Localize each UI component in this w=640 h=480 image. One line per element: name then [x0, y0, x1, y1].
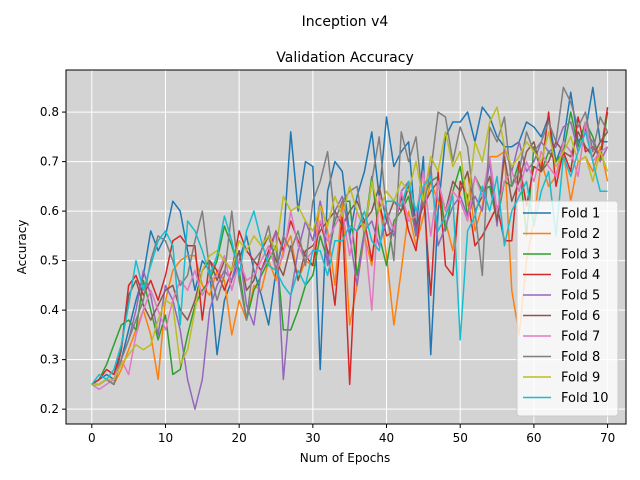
legend-label: Fold 3: [561, 248, 600, 263]
x-axis-ticks: 0 10 20 30 40 50 60 70: [88, 424, 615, 445]
y-tick-label: 0.5: [40, 254, 59, 268]
legend-label: Fold 8: [561, 350, 600, 365]
x-tick-label: 70: [600, 431, 615, 445]
x-tick-label: 50: [453, 431, 468, 445]
y-tick-label: 0.6: [40, 204, 59, 218]
x-axis-label: Num of Epochs: [300, 451, 390, 465]
series-line-fold-3: [91, 111, 609, 386]
chart-title: Validation Accuracy: [276, 50, 414, 66]
series-line-fold-7: [91, 121, 608, 391]
y-tick-label: 0.7: [40, 155, 59, 169]
series-line-fold-10: [91, 131, 608, 385]
x-tick-label: 10: [158, 431, 173, 445]
series-line-fold-4: [91, 107, 609, 386]
legend-label: Fold 7: [561, 330, 600, 345]
y-tick-label: 0.3: [40, 353, 59, 367]
series-line-fold-9: [91, 106, 609, 386]
y-tick-label: 0.8: [40, 105, 59, 119]
x-tick-label: 60: [526, 431, 541, 445]
legend-label: Fold 10: [561, 391, 609, 406]
series-line-fold-8: [91, 86, 609, 386]
legend-label: Fold 5: [561, 289, 600, 304]
x-tick-label: 40: [379, 431, 394, 445]
x-tick-label: 0: [88, 431, 96, 445]
legend-label: Fold 2: [561, 227, 600, 242]
y-tick-label: 0.2: [40, 402, 59, 416]
x-tick-label: 30: [305, 431, 320, 445]
legend: Fold 1 Fold 2 Fold 3 Fold 4 Fold 5 Fold 6 Fold…: [516, 200, 619, 417]
y-axis-label: Accuracy: [15, 220, 29, 275]
plot-frame: [65, 69, 627, 425]
legend-label: Fold 1: [561, 207, 600, 222]
legend-label: Fold 4: [561, 268, 600, 283]
chart-suptitle: Inception v4: [302, 14, 389, 30]
legend-label: Fold 6: [561, 309, 600, 324]
legend-label: Fold 9: [561, 371, 600, 386]
y-tick-label: 0.4: [40, 303, 59, 317]
x-tick-label: 20: [232, 431, 247, 445]
y-axis-ticks: 0.2 0.3 0.4 0.5 0.6 0.7 0.8: [40, 105, 66, 416]
series-lines: [91, 86, 609, 410]
